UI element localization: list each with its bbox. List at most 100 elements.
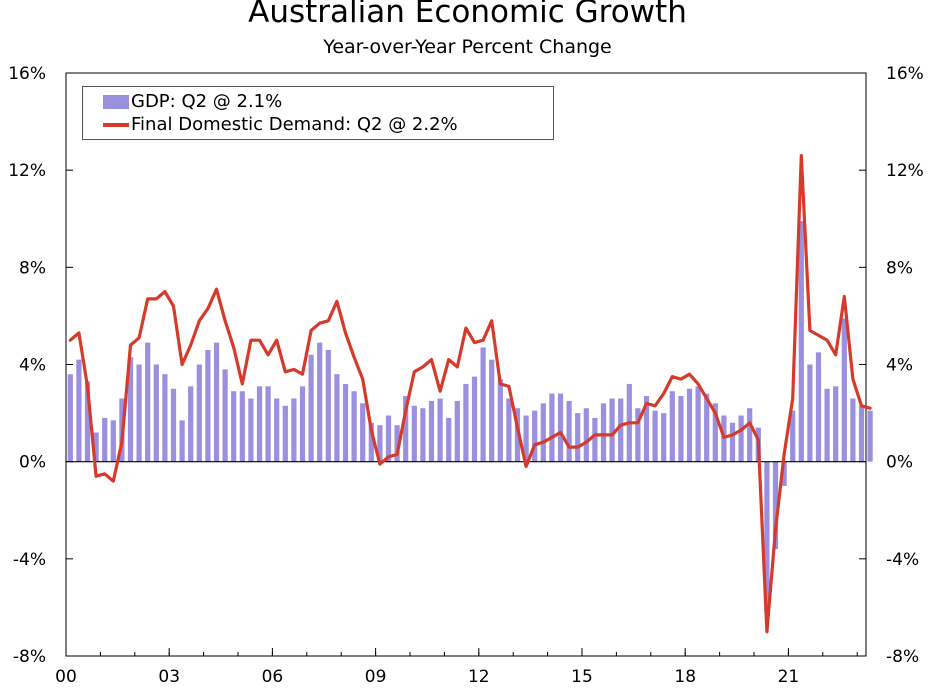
gdp-bar xyxy=(729,422,736,462)
gdp-bar xyxy=(411,405,417,462)
gdp-bar xyxy=(84,381,91,462)
gdp-bar xyxy=(583,408,589,462)
gdp-bar xyxy=(420,408,426,462)
legend-item-gdp: GDP: Q2 @ 2.1% xyxy=(103,91,282,113)
y-tick-label-left: 16% xyxy=(8,64,46,84)
gdp-bar xyxy=(609,398,615,462)
y-tick-label-right: 16% xyxy=(886,64,924,84)
gdp-bar xyxy=(403,396,409,462)
gdp-bar xyxy=(549,393,555,462)
y-tick-label-left: 0% xyxy=(19,453,46,473)
gdp-bar xyxy=(196,364,202,462)
gdp-bar xyxy=(686,388,693,462)
gdp-bar xyxy=(781,461,787,486)
gdp-bar xyxy=(188,386,194,462)
gdp-bar xyxy=(695,386,701,462)
gdp-bar xyxy=(523,415,529,462)
y-tick-label-left: 12% xyxy=(8,161,46,181)
chart-subtitle: Year-over-Year Percent Change xyxy=(323,36,612,58)
y-tick-label-right: 12% xyxy=(886,161,924,181)
gdp-bar xyxy=(747,408,753,462)
gdp-bar xyxy=(394,425,400,462)
x-tick-label: 18 xyxy=(674,667,696,687)
gdp-bar xyxy=(274,398,280,462)
plot-frame xyxy=(65,72,867,657)
gdp-bar xyxy=(575,413,581,462)
gdp-bar xyxy=(76,359,82,462)
gdp-bar xyxy=(385,415,392,462)
gdp-bar xyxy=(67,374,73,462)
gdp-bar xyxy=(824,388,830,462)
y-tick-label-right: -8% xyxy=(886,647,919,667)
gdp-bar xyxy=(231,391,237,462)
gdp-bar xyxy=(351,391,357,462)
gdp-bar xyxy=(256,386,263,462)
x-tick-label: 15 xyxy=(571,667,593,687)
y-tick-label-right: -4% xyxy=(886,550,919,570)
gdp-bar xyxy=(618,398,624,462)
gdp-bar xyxy=(248,398,254,462)
gdp-bar xyxy=(850,398,856,462)
x-tick-label: 12 xyxy=(468,667,490,687)
gdp-bar xyxy=(489,359,495,462)
gdp-bar xyxy=(463,383,469,462)
gdp-bar xyxy=(661,413,667,462)
gdp-bar xyxy=(360,403,366,462)
gdp-bar xyxy=(738,415,744,462)
chart-title: Australian Economic Growth xyxy=(248,0,687,30)
chart-legend: GDP: Q2 @ 2.1% Final Domestic Demand: Q2… xyxy=(82,86,554,140)
gdp-bar xyxy=(557,393,564,462)
gdp-bar xyxy=(798,221,804,462)
gdp-bar xyxy=(652,410,658,462)
gdp-bar xyxy=(110,420,116,462)
gdp-bar xyxy=(377,425,383,462)
gdp-bar xyxy=(833,386,839,462)
legend-swatch-fdd xyxy=(103,123,129,127)
gdp-bar xyxy=(170,388,177,462)
gdp-bar xyxy=(841,318,847,462)
gdp-bar xyxy=(282,405,288,462)
gdp-bar xyxy=(540,403,546,462)
gdp-bar xyxy=(153,364,159,462)
gdp-bar xyxy=(764,461,770,613)
gdp-bar xyxy=(790,410,796,462)
legend-label-fdd: Final Domestic Demand: Q2 @ 2.2% xyxy=(131,114,458,135)
legend-swatch-gdp xyxy=(103,95,129,109)
gdp-bar xyxy=(704,393,710,462)
gdp-bar xyxy=(222,369,228,462)
gdp-bar xyxy=(325,349,331,462)
y-tick-label-left: -4% xyxy=(13,550,46,570)
gdp-bar xyxy=(635,408,641,462)
gdp-bar xyxy=(308,354,314,462)
x-tick-label: 21 xyxy=(778,667,800,687)
gdp-bar xyxy=(162,374,168,462)
gdp-bar xyxy=(428,400,435,462)
gdp-bar xyxy=(317,342,323,462)
legend-item-fdd: Final Domestic Demand: Q2 @ 2.2% xyxy=(103,114,458,136)
gdp-bar xyxy=(858,405,865,462)
gdp-bar xyxy=(239,391,245,462)
gdp-bar xyxy=(342,383,349,462)
gdp-bar xyxy=(497,379,503,462)
y-tick-label-right: 4% xyxy=(886,356,913,376)
gdp-bar xyxy=(299,386,306,462)
gdp-bar xyxy=(437,398,443,462)
gdp-bar xyxy=(678,396,684,462)
y-tick-label-right: 0% xyxy=(886,453,913,473)
gdp-bar xyxy=(179,420,185,462)
gdp-bar xyxy=(446,417,452,462)
gdp-bar xyxy=(291,398,297,462)
x-tick-label: 09 xyxy=(365,667,387,687)
legend-label-gdp: GDP: Q2 @ 2.1% xyxy=(131,91,283,112)
gdp-bar xyxy=(368,422,374,462)
gdp-bar xyxy=(643,396,650,462)
gdp-bar xyxy=(506,398,512,462)
x-tick-label: 00 xyxy=(55,667,77,687)
gdp-bar xyxy=(454,400,460,462)
gdp-bar xyxy=(600,403,607,462)
gdp-bar xyxy=(265,386,271,462)
y-tick-label-left: 8% xyxy=(19,258,46,278)
gdp-bar xyxy=(205,349,211,462)
gdp-bar xyxy=(136,364,142,462)
